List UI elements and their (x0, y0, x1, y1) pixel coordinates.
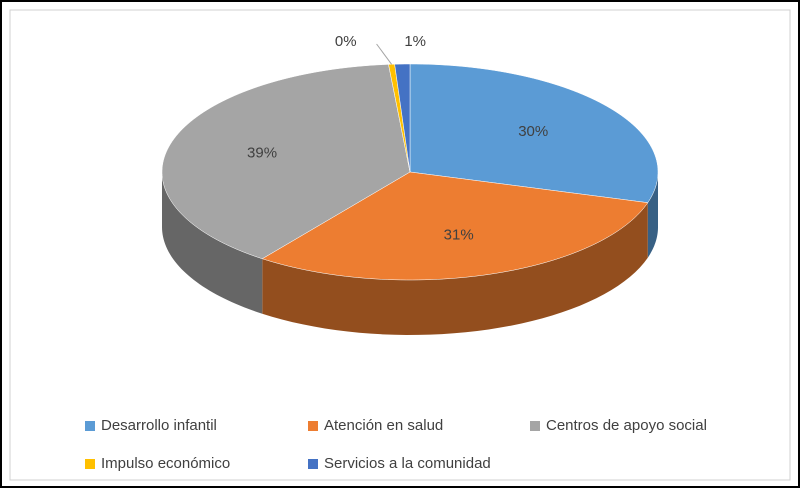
slice (394, 63, 411, 173)
slice-side (647, 172, 658, 258)
plot-frame (9, 9, 791, 481)
slice-side (262, 202, 648, 335)
legend-label: Servicios a la comunidad (324, 455, 491, 472)
legend-label: Atención en salud (324, 417, 443, 434)
slice (161, 64, 411, 260)
legend-swatch (308, 421, 318, 431)
slice (261, 171, 649, 281)
data-label: 0% (335, 33, 357, 50)
slice-side (162, 172, 263, 314)
data-label: 1% (404, 33, 426, 50)
legend-swatch (85, 459, 95, 469)
legend-label: Desarrollo infantil (101, 417, 217, 434)
data-label: 39% (247, 145, 277, 162)
data-label: 30% (518, 123, 548, 140)
data-label: 31% (444, 226, 474, 243)
legend-swatch (308, 459, 318, 469)
legend-swatch (85, 421, 95, 431)
legend-label: Impulso económico (101, 455, 230, 472)
legend-swatch (530, 421, 540, 431)
legend-label: Centros de apoyo social (546, 417, 707, 434)
leader-line (376, 43, 392, 65)
slice (409, 63, 659, 203)
